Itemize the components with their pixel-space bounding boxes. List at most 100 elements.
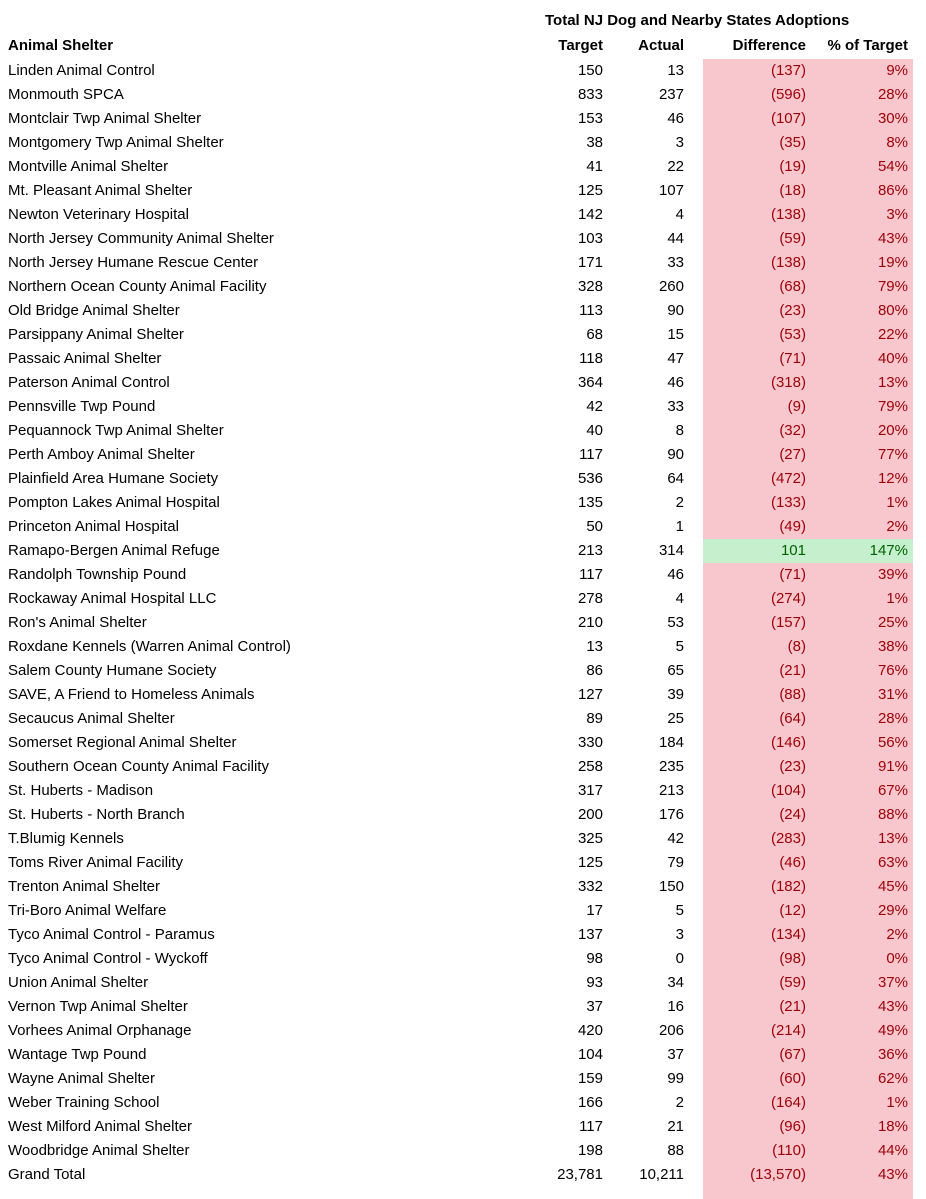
target-cell: 98 xyxy=(586,950,603,967)
difference-cell: (60) xyxy=(703,1067,814,1091)
difference-cell: (35) xyxy=(703,131,814,155)
actual-cell: 2 xyxy=(675,1094,684,1111)
table-row: Pennsville Twp Pound 42 33 (9) 79% xyxy=(0,395,926,419)
target-cell: 171 xyxy=(577,254,603,271)
actual-cell: 21 xyxy=(667,1118,684,1135)
pct-of-target-cell: 30% xyxy=(814,107,913,131)
actual-cell: 39 xyxy=(667,686,684,703)
pct-of-target-cell: 29% xyxy=(814,899,913,923)
shelter-name-cell: Salem County Humane Society xyxy=(8,662,217,679)
shelter-name-cell: Newton Veterinary Hospital xyxy=(8,206,189,223)
target-cell: 117 xyxy=(579,566,603,583)
shelter-name-cell: Perth Amboy Animal Shelter xyxy=(8,446,195,463)
actual-cell: 3 xyxy=(675,926,684,943)
pct-of-target-cell: 2% xyxy=(814,923,913,947)
pct-of-target-cell: 40% xyxy=(814,347,913,371)
table-row: West Milford Animal Shelter 117 21 (96) 18% xyxy=(0,1115,926,1139)
column-header-actual: Actual xyxy=(638,37,684,54)
difference-cell: (53) xyxy=(703,323,814,347)
pct-of-target-cell: 28% xyxy=(814,83,913,107)
shelter-name-cell: Tyco Animal Control - Paramus xyxy=(8,926,215,943)
target-cell: 536 xyxy=(577,470,603,487)
pct-of-target-cell: 86% xyxy=(814,179,913,203)
shelter-name-cell: Montclair Twp Animal Shelter xyxy=(8,110,202,127)
table-row: Montville Animal Shelter 41 22 (19) 54% xyxy=(0,155,926,179)
shelter-name-cell: Linden Animal Control xyxy=(8,62,155,79)
shelter-name-cell: St. Huberts - Madison xyxy=(8,782,154,799)
pct-of-target-cell: 88% xyxy=(814,803,913,827)
pct-of-target-cell: 56% xyxy=(814,731,913,755)
actual-cell: 5 xyxy=(675,902,684,919)
target-cell: 17 xyxy=(586,902,603,919)
actual-cell: 4 xyxy=(675,590,684,607)
actual-cell: 5 xyxy=(675,638,684,655)
target-cell: 166 xyxy=(577,1094,603,1111)
actual-cell: 46 xyxy=(667,110,684,127)
difference-cell: (110) xyxy=(703,1139,814,1163)
difference-cell: (182) xyxy=(703,875,814,899)
shelter-name-cell: Rockaway Animal Hospital LLC xyxy=(8,590,217,607)
difference-cell: (46) xyxy=(703,851,814,875)
pct-of-target-cell: 13% xyxy=(814,371,913,395)
difference-cell: (596) xyxy=(703,83,814,107)
pct-of-target-cell: 43% xyxy=(814,227,913,251)
actual-cell: 33 xyxy=(667,254,684,271)
grand-total-row: Grand Total 23,781 10,211 (13,570) 43% xyxy=(0,1163,926,1187)
table-row: Vernon Twp Animal Shelter 37 16 (21) 43% xyxy=(0,995,926,1019)
shelter-name-cell: Plainfield Area Humane Society xyxy=(8,470,219,487)
difference-cell: (21) xyxy=(703,659,814,683)
pct-of-target-cell: 79% xyxy=(814,395,913,419)
shelter-name-cell: North Jersey Community Animal Shelter xyxy=(8,230,274,247)
target-cell: 213 xyxy=(577,542,603,559)
pct-of-target-cell: 1% xyxy=(814,1091,913,1115)
actual-cell: 4 xyxy=(675,206,684,223)
actual-cell: 64 xyxy=(667,470,684,487)
target-cell: 41 xyxy=(586,158,603,175)
table-row: Passaic Animal Shelter 118 47 (71) 40% xyxy=(0,347,926,371)
table-row: Parsippany Animal Shelter 68 15 (53) 22% xyxy=(0,323,926,347)
actual-cell: 42 xyxy=(667,830,684,847)
shelter-name-cell: Woodbridge Animal Shelter xyxy=(8,1142,190,1159)
pct-of-target-cell: 1% xyxy=(814,587,913,611)
pct-of-target-cell: 13% xyxy=(814,827,913,851)
target-cell: 317 xyxy=(577,782,603,799)
table-row: Woodbridge Animal Shelter 198 88 (110) 44% xyxy=(0,1139,926,1163)
pct-of-target-cell: 1% xyxy=(814,491,913,515)
target-cell: 137 xyxy=(577,926,603,943)
pct-of-target-cell: 43% xyxy=(814,1163,913,1187)
difference-cell: (9) xyxy=(703,395,814,419)
difference-cell: (13,570) xyxy=(703,1163,814,1187)
difference-cell: (59) xyxy=(703,971,814,995)
table-row: SAVE, A Friend to Homeless Animals 127 39 (… xyxy=(0,683,926,707)
pct-of-target-cell: 0% xyxy=(814,947,913,971)
table-row: Vorhees Animal Orphanage 420 206 (214) 49% xyxy=(0,1019,926,1043)
table-row: Tri-Boro Animal Welfare 17 5 (12) 29% xyxy=(0,899,926,923)
target-cell: 117 xyxy=(579,446,603,463)
table-row: Wayne Animal Shelter 159 99 (60) 62% xyxy=(0,1067,926,1091)
difference-cell: (88) xyxy=(703,683,814,707)
difference-cell: (27) xyxy=(703,443,814,467)
difference-cell: (18) xyxy=(703,179,814,203)
shelter-name-cell: West Milford Animal Shelter xyxy=(8,1118,192,1135)
difference-cell: (274) xyxy=(703,587,814,611)
shelter-name-cell: Vorhees Animal Orphanage xyxy=(8,1022,192,1039)
table-row: Northern Ocean County Animal Facility 328… xyxy=(0,275,926,299)
shelter-name-cell: SAVE, A Friend to Homeless Animals xyxy=(8,686,255,703)
shelter-name-cell: Mt. Pleasant Animal Shelter xyxy=(8,182,193,199)
shelter-name-cell: Parsippany Animal Shelter xyxy=(8,326,184,343)
pct-of-target-cell: 77% xyxy=(814,443,913,467)
target-cell: 89 xyxy=(586,710,603,727)
table-row: Tyco Animal Control - Paramus 137 3 (134) 2% xyxy=(0,923,926,947)
pct-of-target-cell: 80% xyxy=(814,299,913,323)
table-row: Trenton Animal Shelter 332 150 (182) 45% xyxy=(0,875,926,899)
table-row: Perth Amboy Animal Shelter 117 90 (27) 77% xyxy=(0,443,926,467)
pct-of-target-cell: 20% xyxy=(814,419,913,443)
actual-cell: 37 xyxy=(667,1046,684,1063)
pct-of-target-cell: 8% xyxy=(814,131,913,155)
difference-cell: (104) xyxy=(703,779,814,803)
actual-cell: 8 xyxy=(675,422,684,439)
table-header-row: Animal Shelter Target Actual Difference … xyxy=(0,33,926,59)
shelter-name-cell: Princeton Animal Hospital xyxy=(8,518,179,535)
actual-cell: 88 xyxy=(667,1142,684,1159)
actual-cell: 314 xyxy=(658,542,684,559)
